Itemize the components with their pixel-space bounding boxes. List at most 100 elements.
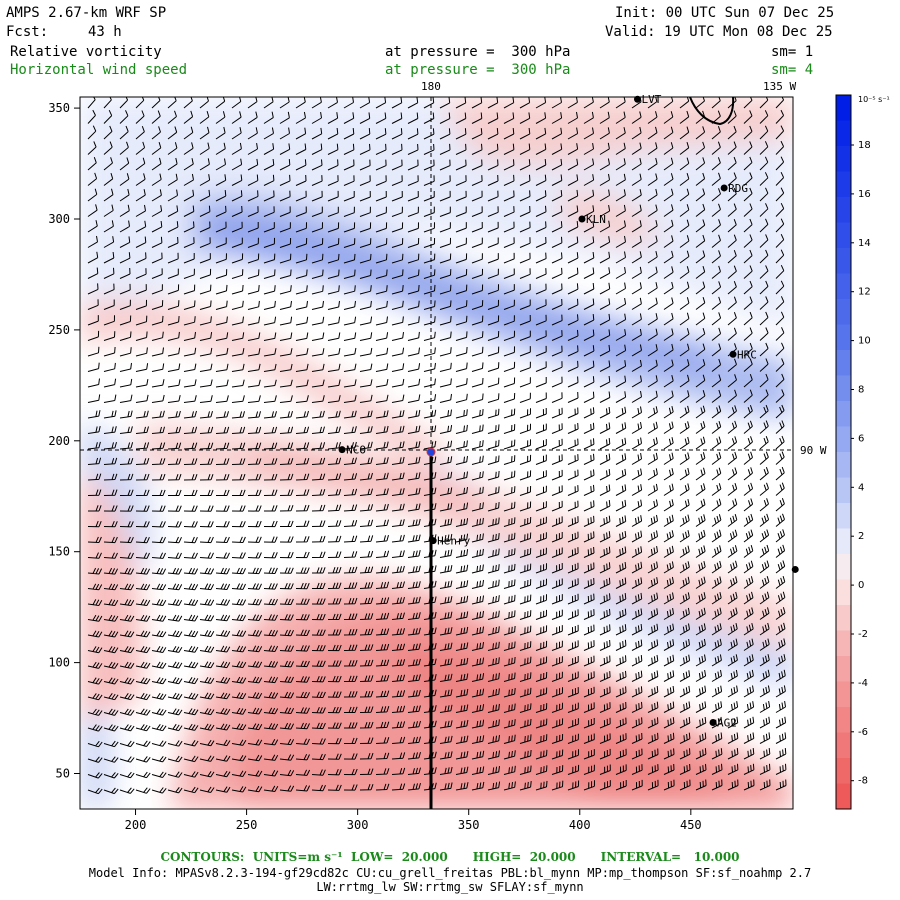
station-label: KLN <box>586 213 606 226</box>
station-label: Henry <box>437 535 470 548</box>
station-label: NCO <box>346 444 366 457</box>
station-label: LVT <box>642 93 662 106</box>
colorbar-label: -8 <box>858 776 868 787</box>
colorbar-segment <box>836 758 851 784</box>
station-marker <box>720 184 728 192</box>
station-marker <box>709 718 717 726</box>
field2-name: Horizontal wind speed <box>10 62 188 78</box>
colorbar-segment <box>836 503 851 529</box>
station-marker <box>578 215 586 223</box>
y-tick-label: 50 <box>56 767 70 781</box>
field1-level: at pressure = 300 hPa <box>385 44 571 60</box>
station-marker <box>338 446 346 454</box>
colorbar-segment <box>836 452 851 478</box>
stations: LVT RDG KLN HRC NCO Henry AG2 <box>338 93 799 729</box>
colorbar-segment <box>836 783 851 810</box>
colorbar-segment <box>836 248 851 274</box>
x-tick-label: 400 <box>569 818 591 832</box>
colorbar-frame <box>835 94 852 810</box>
colorbar: 10⁻⁵ s⁻¹ 18 16 14 12 10 8 6 4 2 0 -2 -4 -6 -8 <box>835 94 890 810</box>
meridian-180-label: 180 <box>421 80 441 93</box>
colorbar-label: -2 <box>858 629 868 640</box>
meridian-90w-label: 90 W <box>800 444 827 457</box>
colorbar-label: 6 <box>858 433 864 444</box>
plot-frame <box>79 96 794 810</box>
barb-path <box>87 97 787 795</box>
field2-smoothing: sm= 4 <box>771 62 814 78</box>
colorbar-segment <box>836 273 851 300</box>
colorbar-label: -4 <box>858 678 868 689</box>
station-marker <box>634 95 642 103</box>
colorbar-segment <box>836 350 851 376</box>
colorbar-label: 8 <box>858 385 864 396</box>
colorbar-label: 4 <box>858 482 864 493</box>
field1-name: Relative vorticity <box>10 44 162 60</box>
x-axis: 200 250 300 350 400 450 <box>125 809 702 832</box>
y-tick-label: 350 <box>48 101 70 115</box>
valid-time: Valid: 19 UTC Mon 08 Dec 25 <box>605 24 833 40</box>
colorbar-segment <box>836 324 851 351</box>
station-label: HRC <box>737 348 757 361</box>
contours-legend: CONTOURS: UNITS=m s⁻¹ LOW= 20.000 HIGH= … <box>160 850 740 864</box>
colorbar-segment <box>836 477 851 504</box>
x-tick-label: 300 <box>347 818 369 832</box>
meridian-135w-label: 135 W <box>763 80 797 93</box>
colorbar-segment <box>836 579 851 606</box>
station-marker <box>729 350 737 358</box>
model-info: Model Info: MPASv8.2.3-194-gf29cd82c CU:… <box>88 866 812 880</box>
y-tick-label: 250 <box>48 323 70 337</box>
model-title: AMPS 2.67-km WRF SP <box>6 5 167 21</box>
station-label: AG2 <box>717 716 737 729</box>
colorbar-label: -6 <box>858 727 868 738</box>
colorbar-label: 18 <box>858 140 871 151</box>
colorbar-segment <box>836 554 851 580</box>
colorbar-segment <box>836 146 851 172</box>
y-tick-label: 300 <box>48 212 70 226</box>
init-time: Init: 00 UTC Sun 07 Dec 25 <box>615 5 835 21</box>
colorbar-label: 16 <box>858 189 871 200</box>
y-tick-label: 100 <box>48 656 70 670</box>
colorbar-segment <box>836 375 851 402</box>
colorbar-segment <box>836 197 851 223</box>
colorbar-segment <box>836 732 851 759</box>
field1-smoothing: sm= 1 <box>771 44 814 60</box>
colorbar-unit: 10⁻⁵ s⁻¹ <box>858 95 890 104</box>
y-tick-label: 150 <box>48 545 70 559</box>
forecast-label: Fcst: <box>6 24 49 40</box>
colorbar-label: 2 <box>858 531 864 542</box>
x-tick-label: 450 <box>680 818 702 832</box>
colorbar-label: 0 <box>858 580 864 591</box>
colorbar-segment <box>836 426 851 453</box>
field2-level: at pressure = 300 hPa <box>385 62 571 78</box>
colorbar-segment <box>836 707 851 733</box>
pole-marker <box>426 447 436 457</box>
colorbar-segment <box>836 528 851 555</box>
model-info-physics: LW:rrtmg_lw SW:rrtmg_sw SFLAY:sf_mynn <box>316 880 584 894</box>
station-marker <box>429 537 437 545</box>
colorbar-segment <box>836 171 851 198</box>
colorbar-segment <box>836 95 851 121</box>
colorbar-segment <box>836 120 851 147</box>
colorbar-label: 14 <box>858 238 871 249</box>
station-label: RDG <box>728 182 748 195</box>
colorbar-label: 12 <box>858 287 871 298</box>
wind-barbs <box>87 97 787 795</box>
colorbar-label: 10 <box>858 336 871 347</box>
coastline <box>689 97 735 126</box>
x-tick-label: 200 <box>125 818 147 832</box>
y-axis: 50 100 150 200 250 300 350 <box>48 101 80 781</box>
colorbar-segment <box>836 681 851 708</box>
colorbar-segment <box>836 605 851 631</box>
colorbar-segment <box>836 299 851 325</box>
colorbar-segment <box>836 656 851 682</box>
forecast-value: 43 h <box>88 24 122 40</box>
colorbar-segment <box>836 401 851 427</box>
x-tick-label: 350 <box>458 818 480 832</box>
vorticity-field <box>80 97 793 809</box>
x-tick-label: 250 <box>236 818 258 832</box>
station-marker <box>791 565 799 573</box>
y-tick-label: 200 <box>48 434 70 448</box>
colorbar-segment <box>836 222 851 249</box>
colorbar-segment <box>836 630 851 657</box>
